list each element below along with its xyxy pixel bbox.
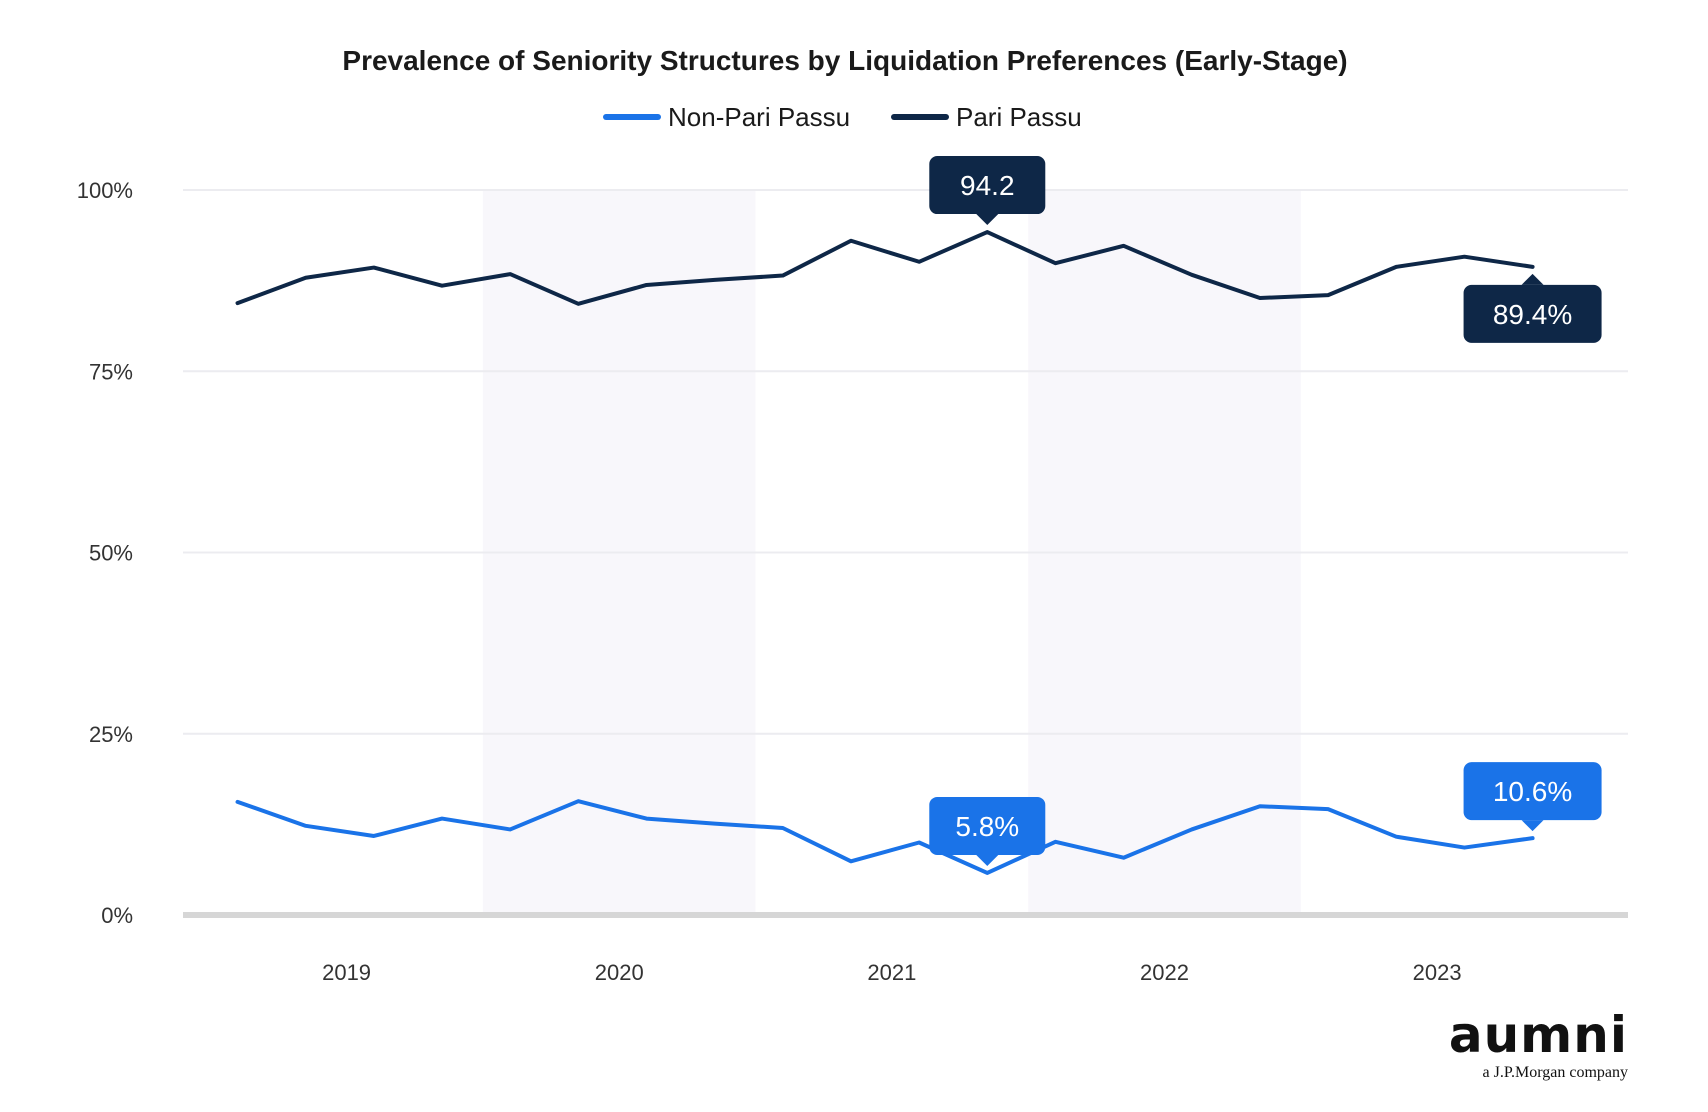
- legend: Non-Pari Passu Pari Passu: [603, 102, 1082, 132]
- y-tick-label: 50%: [89, 541, 133, 566]
- brand-logo: aumni a J.P.Morgan company: [1449, 1010, 1628, 1082]
- chart-title: Prevalence of Seniority Structures by Li…: [342, 45, 1347, 76]
- legend-label: Pari Passu: [956, 102, 1082, 132]
- y-axis: 0% 25% 50% 75% 100%: [77, 178, 133, 928]
- x-tick-label: 2019: [322, 960, 371, 985]
- brand-name: aumni: [1448, 1006, 1628, 1064]
- x-tick-label: 2023: [1413, 960, 1462, 985]
- grid-lines: [183, 189, 1628, 918]
- legend-label: Non-Pari Passu: [668, 102, 850, 132]
- data-callout: 94.2: [929, 156, 1046, 226]
- x-tick-label: 2020: [595, 960, 644, 985]
- series-line-1: [235, 230, 1535, 306]
- annotations: 94.2 89.4% 5.8% 10.6%: [929, 156, 1602, 866]
- data-callout: 5.8%: [929, 796, 1046, 866]
- data-label: 5.8%: [955, 811, 1019, 842]
- data-callout: 89.4%: [1463, 273, 1602, 343]
- y-tick-label: 75%: [89, 359, 133, 384]
- data-label: 94.2: [960, 170, 1015, 201]
- y-tick-label: 0%: [101, 903, 133, 928]
- y-tick-label: 100%: [77, 178, 133, 203]
- series-lines: [235, 230, 1535, 875]
- x-tick-label: 2022: [1140, 960, 1189, 985]
- x-tick-label: 2021: [867, 960, 916, 985]
- x-axis: 2019 2020 2021 2022 2023: [322, 960, 1462, 985]
- data-label: 10.6%: [1493, 776, 1572, 807]
- data-callout: 10.6%: [1463, 762, 1602, 832]
- data-label: 89.4%: [1493, 299, 1572, 330]
- brand-tagline: a J.P.Morgan company: [1482, 1064, 1628, 1081]
- series-line-0: [235, 799, 1535, 875]
- y-tick-label: 25%: [89, 722, 133, 747]
